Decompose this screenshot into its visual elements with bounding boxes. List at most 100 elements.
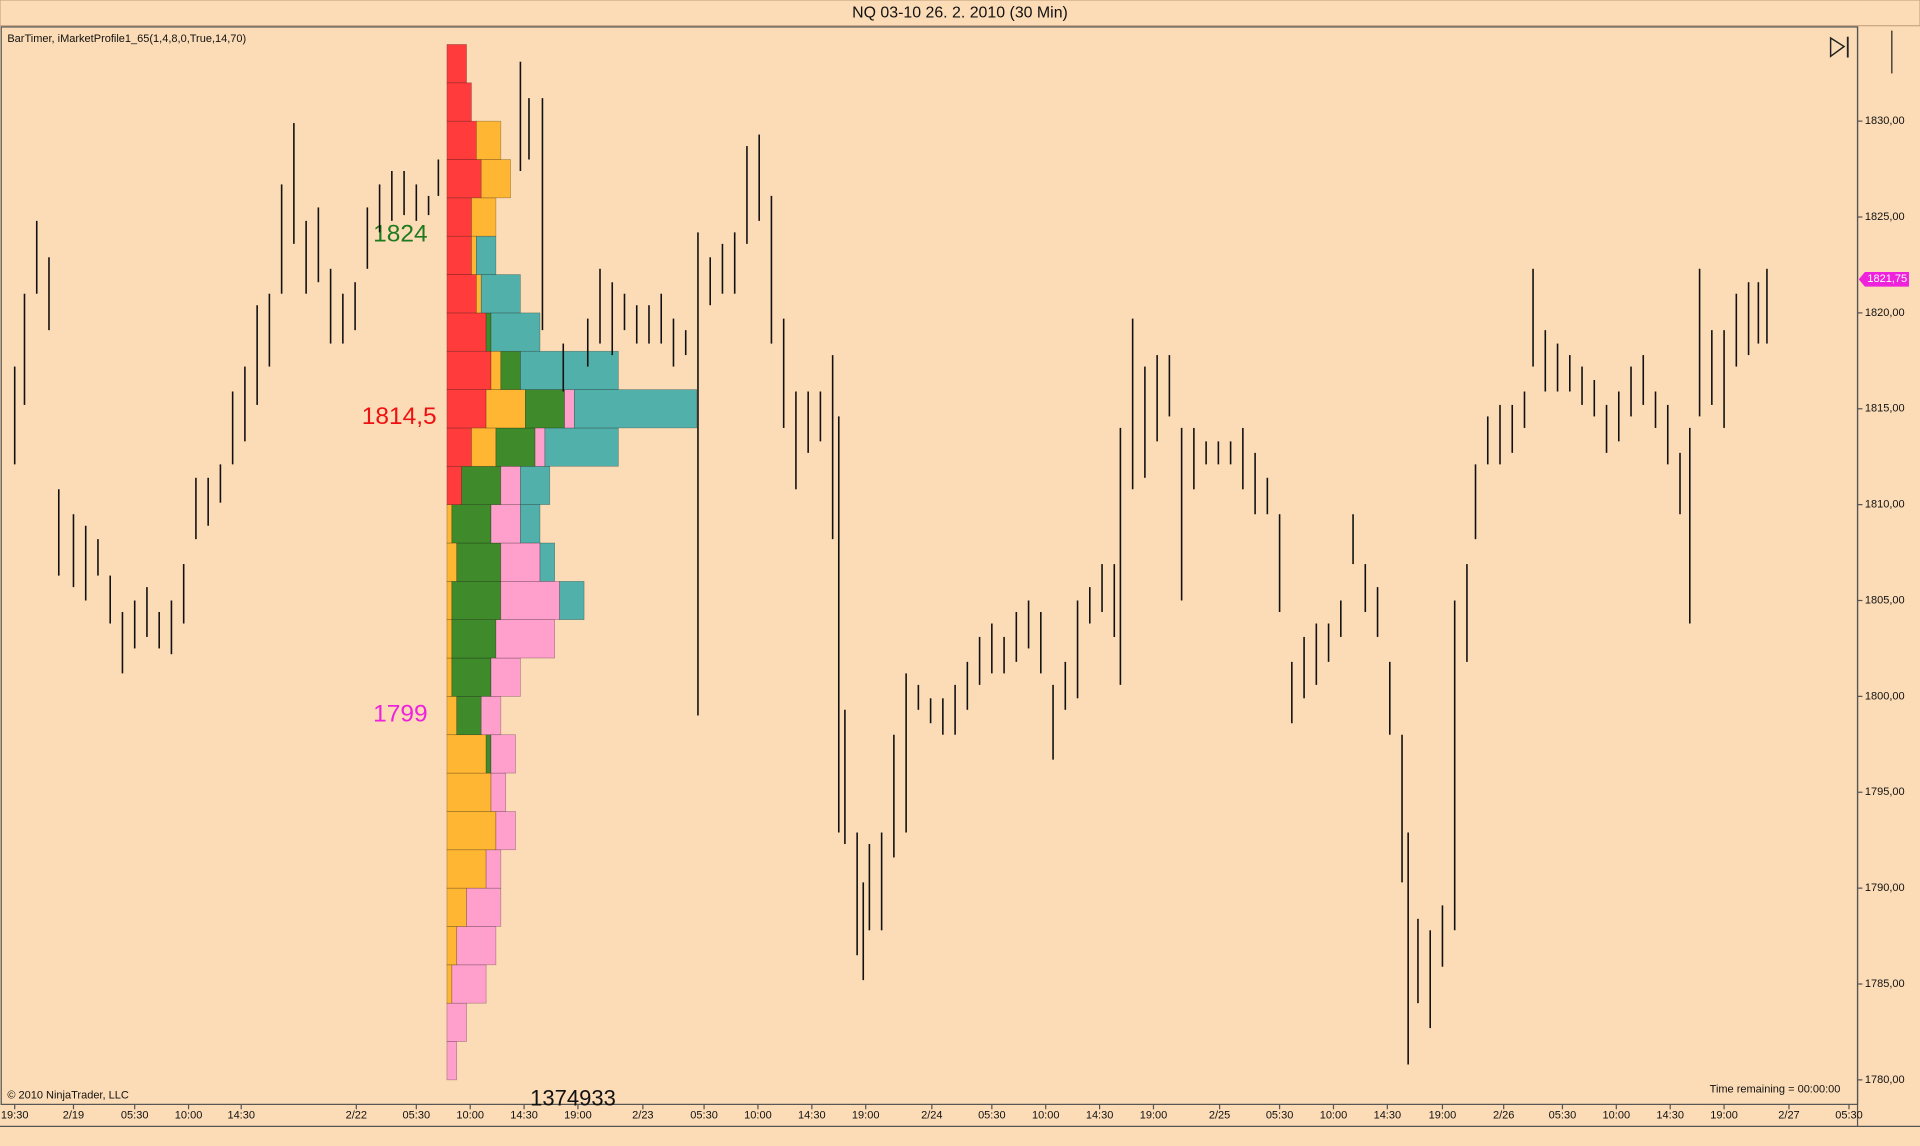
x-tick-label: 05:30	[1835, 1109, 1863, 1121]
x-tick-label: 14:30	[798, 1109, 826, 1121]
volume-text: 1374933	[530, 1085, 616, 1110]
x-tick-label: 05:30	[121, 1109, 149, 1121]
chart-title: NQ 03-10 26. 2. 2010 (30 Min)	[852, 5, 1068, 22]
x-tick-label: 19:30	[1, 1109, 29, 1121]
profile-segment	[446, 235, 472, 275]
profile-segment	[476, 235, 497, 275]
x-tick-label: 2/22	[346, 1109, 367, 1121]
profile-segment	[446, 44, 467, 84]
profile-segment	[490, 657, 521, 697]
y-tick-label: 1830,00	[1865, 115, 1905, 127]
profile-segment	[451, 964, 487, 1004]
profile-segment	[446, 197, 472, 237]
profile-segment	[471, 235, 477, 275]
profile-segment	[446, 427, 472, 467]
profile-segment	[461, 465, 502, 505]
x-tick-label: 05:30	[690, 1109, 718, 1121]
x-tick-label: 2/19	[63, 1109, 84, 1121]
x-tick-label: 05:30	[403, 1109, 431, 1121]
profile-segment	[446, 1002, 467, 1042]
profile-segment	[456, 926, 497, 966]
profile-segment	[446, 619, 453, 659]
profile-segment	[446, 274, 477, 314]
x-tick-label: 2/23	[632, 1109, 653, 1121]
x-tick-label: 2/26	[1493, 1109, 1514, 1121]
x-tick-label: 10:00	[175, 1109, 203, 1121]
profile-segment	[485, 312, 492, 352]
profile-segment	[446, 120, 477, 160]
profile-segment	[446, 542, 458, 582]
x-tick-label: 05:30	[978, 1109, 1006, 1121]
profile-segment	[534, 427, 546, 467]
x-tick-label: 2/25	[1209, 1109, 1230, 1121]
copyright: © 2010 NinjaTrader, LLC	[7, 1090, 128, 1102]
y-tick-label: 1825,00	[1865, 211, 1905, 223]
profile-segment	[456, 696, 482, 736]
profile-segment	[446, 350, 492, 390]
profile-segment	[490, 312, 541, 352]
profile-segment	[446, 465, 462, 505]
x-tick-label: 2/27	[1778, 1109, 1799, 1121]
y-tick-label: 1790,00	[1865, 882, 1905, 894]
profile-segment	[485, 849, 502, 889]
profile-segment	[446, 82, 472, 122]
profile-segment	[446, 389, 487, 429]
last-price-label: 1821,75	[1867, 273, 1907, 285]
profile-segment	[490, 504, 521, 544]
profile-segment	[446, 849, 487, 889]
x-tick-label: 10:00	[744, 1109, 772, 1121]
x-tick-label: 14:30	[510, 1109, 538, 1121]
x-tick-label: 19:00	[564, 1109, 592, 1121]
profile-segment	[573, 389, 698, 429]
profile-segment	[559, 581, 585, 620]
profile-segment	[456, 542, 502, 582]
x-tick-label: 19:00	[1710, 1109, 1738, 1121]
profile-segment	[480, 696, 502, 736]
y-tick-label: 1780,00	[1865, 1074, 1905, 1086]
x-tick-label: 14:30	[1656, 1109, 1684, 1121]
play-icon[interactable]	[1829, 36, 1849, 58]
profile-segment	[446, 312, 487, 352]
profile-segment	[446, 926, 458, 966]
x-tick-label: 05:30	[1266, 1109, 1294, 1121]
profile-segment	[451, 581, 502, 620]
profile-segment	[446, 1041, 458, 1081]
profile-segment	[490, 734, 516, 774]
x-tick-label: 14:30	[227, 1109, 255, 1121]
profile-segment	[539, 542, 555, 582]
profile-segment	[466, 887, 502, 927]
x-tick-label: 10:00	[456, 1109, 484, 1121]
x-tick-label: 10:00	[1320, 1109, 1348, 1121]
market-profile	[446, 44, 698, 1081]
profile-segment	[490, 350, 502, 390]
time-remaining: Time remaining = 00:00:00	[1710, 1084, 1841, 1096]
y-tick-label: 1785,00	[1865, 978, 1905, 990]
profile-segment	[446, 696, 458, 736]
profile-segment	[495, 619, 555, 659]
profile-segment	[446, 657, 453, 697]
y-tick-label: 1810,00	[1865, 499, 1905, 511]
profile-segment	[520, 504, 541, 544]
profile-segment	[485, 389, 526, 429]
profile-segment	[480, 274, 521, 314]
title-bar	[0, 0, 1920, 27]
y-tick-label: 1820,00	[1865, 307, 1905, 319]
y-tick-label: 1795,00	[1865, 786, 1905, 798]
x-tick-label: 2/24	[921, 1109, 942, 1121]
profile-segment	[446, 734, 487, 774]
x-tick-label: 14:30	[1086, 1109, 1114, 1121]
profile-segment	[446, 887, 467, 927]
y-tick-label: 1805,00	[1865, 594, 1905, 606]
profile-segment	[485, 734, 492, 774]
profile-segment	[500, 350, 521, 390]
profile-segment	[495, 811, 516, 851]
profile-segment	[451, 619, 497, 659]
x-tick-label: 14:30	[1374, 1109, 1402, 1121]
x-tick-label: 10:00	[1603, 1109, 1631, 1121]
y-tick-label: 1800,00	[1865, 690, 1905, 702]
profile-segment	[446, 772, 492, 812]
profile-segment	[451, 657, 492, 697]
profile-segment	[476, 274, 482, 314]
profile-segment	[471, 427, 497, 467]
x-tick-label: 19:00	[1429, 1109, 1457, 1121]
